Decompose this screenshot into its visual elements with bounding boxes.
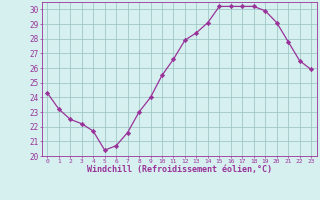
X-axis label: Windchill (Refroidissement éolien,°C): Windchill (Refroidissement éolien,°C) — [87, 165, 272, 174]
